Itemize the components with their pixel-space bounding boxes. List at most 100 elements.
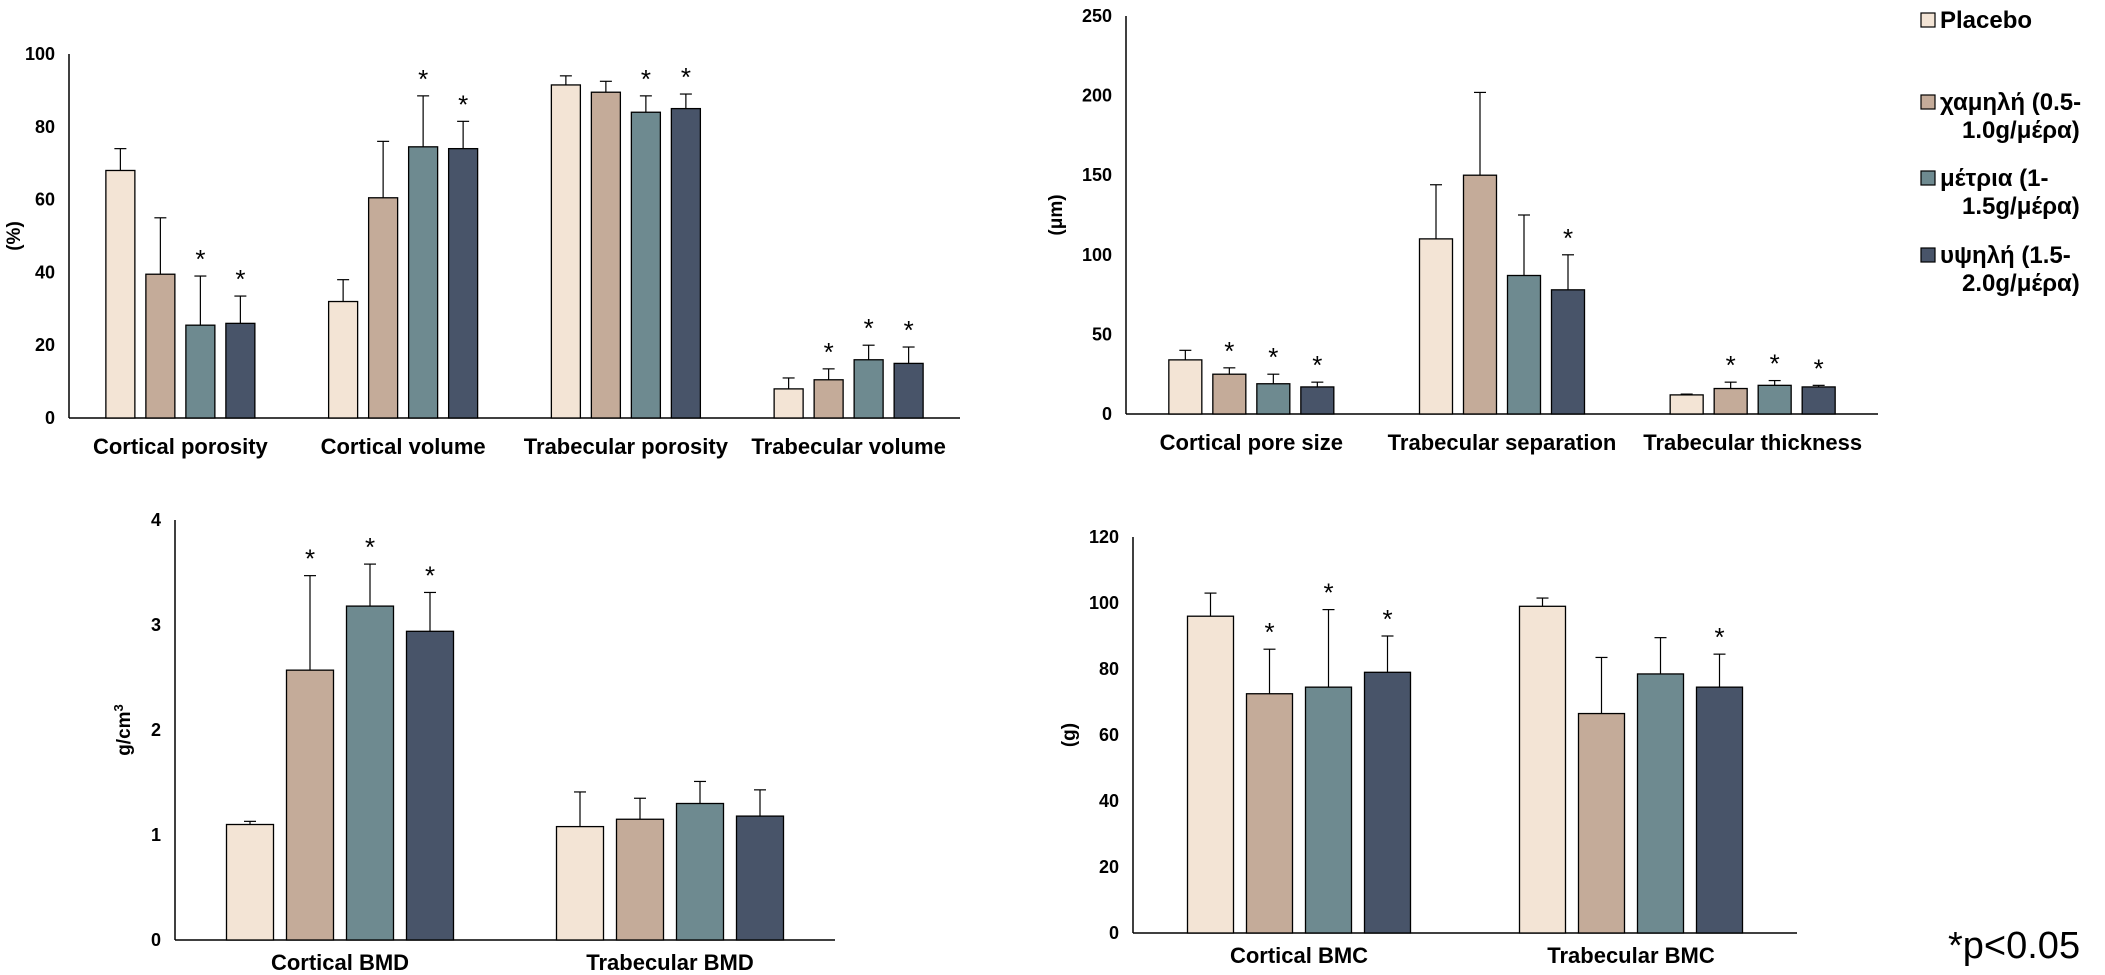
significance-star: * <box>1264 617 1274 647</box>
legend-label: 1.0g/μέρα) <box>1962 117 2080 144</box>
category-label: Trabecular thickness <box>1643 430 1862 455</box>
y-tick-label: 1 <box>151 825 161 845</box>
y-tick-label: 0 <box>1102 404 1112 424</box>
category-label: Trabecular BMD <box>586 950 754 975</box>
bar <box>145 273 176 419</box>
bar <box>405 630 455 941</box>
bar <box>670 107 702 419</box>
significance-star: * <box>458 89 468 119</box>
y-tick-label: 250 <box>1082 6 1112 26</box>
y-axis-label-superscript: 3 <box>111 704 126 711</box>
significance-star: * <box>641 64 651 94</box>
bar <box>1418 238 1454 415</box>
significance-star: * <box>425 560 435 590</box>
bar <box>1363 671 1412 934</box>
bar <box>225 322 256 419</box>
legend-label: υψηλή (1.5- <box>1940 242 2071 269</box>
y-tick-label: 0 <box>1109 923 1119 943</box>
significance-star: * <box>195 244 205 274</box>
bar <box>185 324 216 419</box>
bar <box>285 669 335 941</box>
category-label: Cortical BMC <box>1230 943 1368 968</box>
bar <box>1713 387 1748 415</box>
y-tick-label: 120 <box>1089 527 1119 547</box>
bar <box>1695 686 1744 934</box>
legend-label: 2.0g/μέρα) <box>1962 270 2080 297</box>
y-tick-label: 150 <box>1082 165 1112 185</box>
footnote: *p<0.05 <box>1948 925 2080 967</box>
bar <box>1757 384 1792 415</box>
y-tick-label: 50 <box>1092 324 1112 344</box>
legend-swatch <box>1920 94 1936 110</box>
category-label: Cortical volume <box>321 434 486 459</box>
y-tick-label: 80 <box>1099 659 1119 679</box>
category-label: Cortical pore size <box>1160 430 1343 455</box>
y-axis-label: (g) <box>1059 723 1080 747</box>
y-tick-label: 4 <box>151 510 161 530</box>
bar <box>1506 274 1542 415</box>
bar <box>1577 712 1626 934</box>
significance-star: * <box>1323 578 1333 608</box>
significance-star: * <box>235 264 245 294</box>
significance-star: * <box>365 532 375 562</box>
category-label: Cortical BMD <box>271 950 409 975</box>
bar <box>447 147 479 419</box>
significance-star: * <box>681 62 691 92</box>
bar <box>555 825 605 941</box>
legend: Placebo χαμηλή (0.5-1.0g/μέρα) μέτρια (1-1… <box>1920 7 2081 297</box>
chart-pore-size-separation-thickness: 0 50 100 150 200 250 (μm) * * * Cortical pore size… <box>1046 6 1878 455</box>
significance-star: * <box>1382 604 1392 634</box>
chart-porosity-volume: 0 20 40 60 80 100 (%) * * Cortical porosity * * Cort… <box>4 44 960 459</box>
category-label: Cortical porosity <box>93 434 269 459</box>
legend-label: Placebo <box>1940 7 2032 34</box>
significance-star: * <box>418 64 428 94</box>
y-tick-label: 3 <box>151 615 161 635</box>
y-tick-label: 100 <box>1089 593 1119 613</box>
significance-star: * <box>1714 622 1724 652</box>
bar <box>1669 394 1704 415</box>
bar <box>1518 605 1567 934</box>
bar <box>345 605 395 941</box>
significance-star: * <box>1224 336 1234 366</box>
bar <box>675 802 725 941</box>
bar <box>630 111 662 419</box>
bar <box>327 300 359 419</box>
y-tick-label: 40 <box>1099 791 1119 811</box>
significance-star: * <box>864 313 874 343</box>
y-tick-label: 0 <box>45 408 55 428</box>
y-axis-label: g/cm3 <box>111 704 136 756</box>
bar <box>1801 386 1836 415</box>
significance-star: * <box>1770 349 1780 379</box>
y-tick-label: 60 <box>35 190 55 210</box>
category-label: Trabecular BMC <box>1547 943 1715 968</box>
legend-swatch <box>1920 170 1936 186</box>
legend-label: χαμηλή (0.5- <box>1940 89 2081 116</box>
bar <box>550 84 582 419</box>
bar <box>1462 174 1498 415</box>
significance-star: * <box>1268 342 1278 372</box>
y-tick-label: 20 <box>1099 857 1119 877</box>
y-tick-label: 100 <box>25 44 55 64</box>
y-tick-label: 20 <box>35 335 55 355</box>
significance-star: * <box>904 315 914 345</box>
bar <box>1212 373 1247 415</box>
significance-star: * <box>824 337 834 367</box>
bar <box>1636 673 1685 934</box>
bar <box>225 823 275 941</box>
y-tick-label: 40 <box>35 262 55 282</box>
significance-star: * <box>305 544 315 574</box>
y-axis-label: (%) <box>4 221 25 251</box>
bar <box>615 818 665 941</box>
bar <box>735 815 785 941</box>
category-label: Trabecular volume <box>751 434 945 459</box>
legend-label: μέτρια (1- <box>1940 165 2049 192</box>
chart-bmd: 0 1 2 3 4 g/cm3 * * * Cortical BMD Trabecular BMD <box>111 510 835 975</box>
category-label: Trabecular porosity <box>524 434 729 459</box>
bar <box>367 197 399 419</box>
y-tick-label: 100 <box>1082 245 1112 265</box>
bar <box>1300 386 1335 415</box>
bar <box>1186 615 1235 934</box>
bar <box>1550 289 1586 415</box>
y-tick-label: 2 <box>151 720 161 740</box>
